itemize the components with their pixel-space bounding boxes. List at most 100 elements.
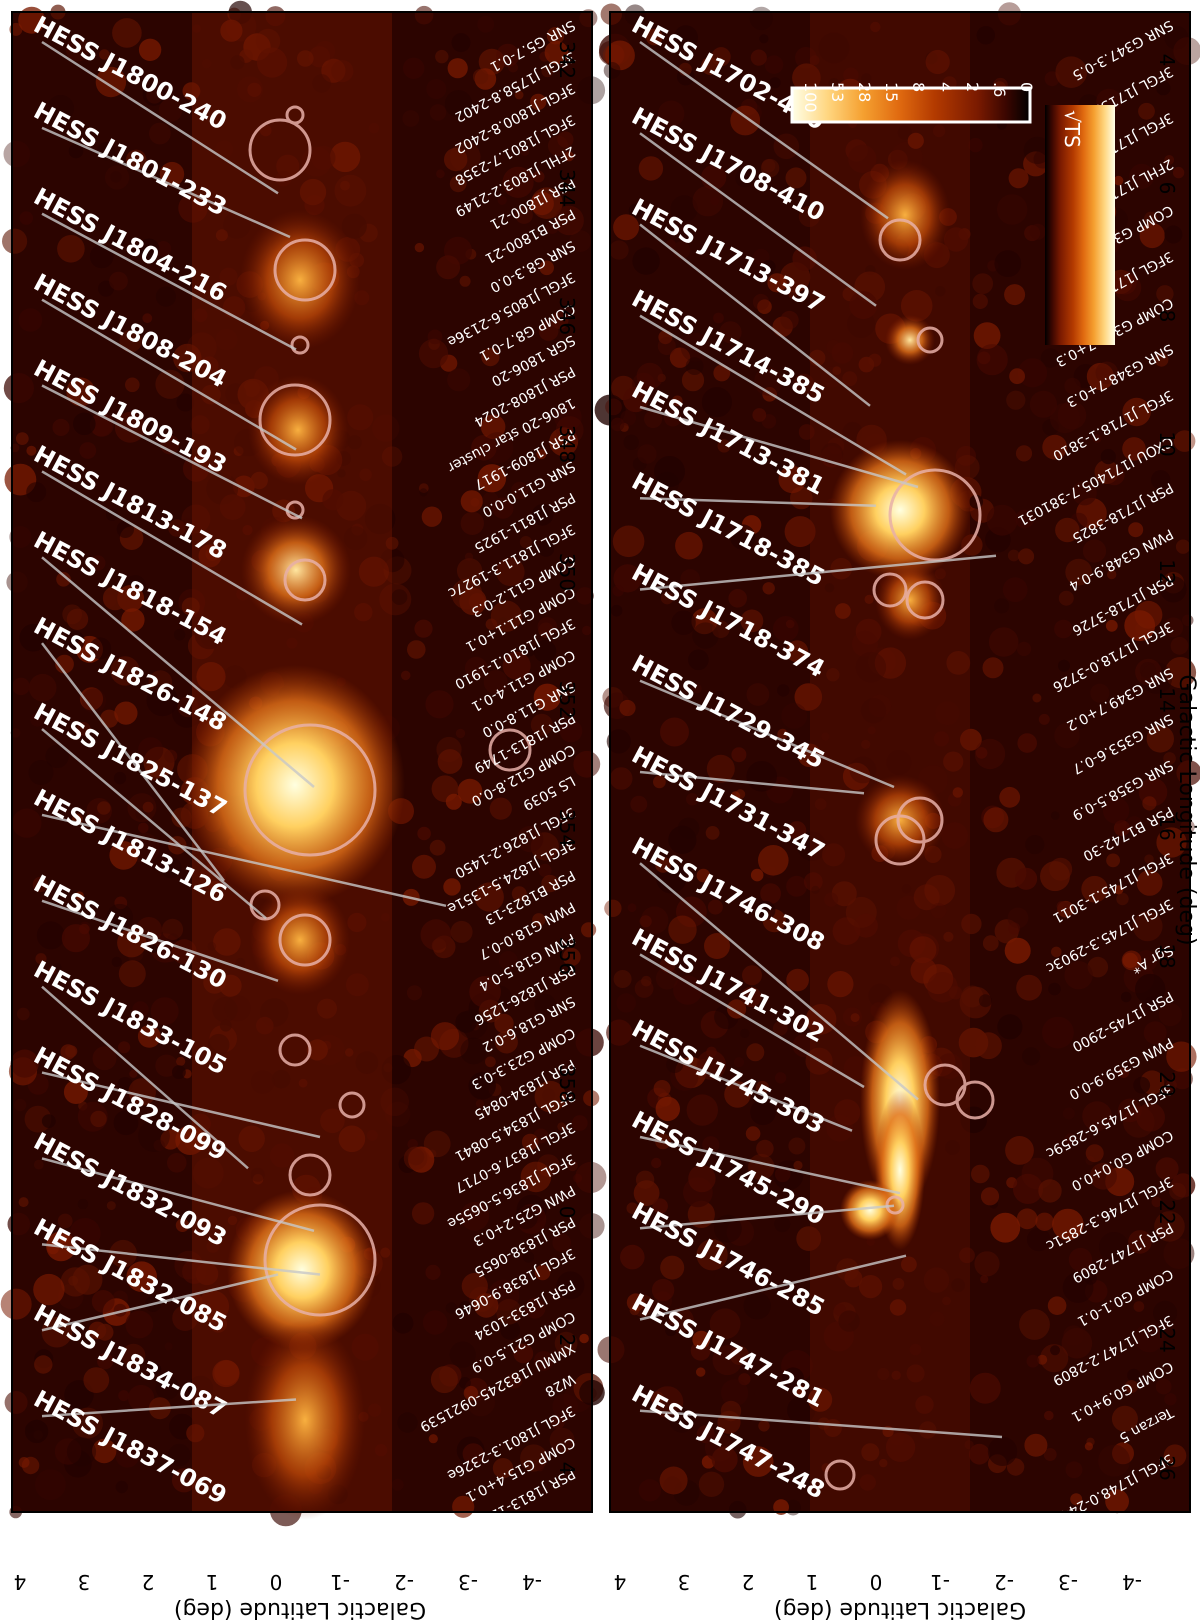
y-tick-top: -4 bbox=[522, 1570, 542, 1594]
noise-blob bbox=[1122, 437, 1146, 461]
noise-blob bbox=[826, 668, 840, 682]
noise-blob bbox=[1158, 1003, 1182, 1027]
noise-blob bbox=[457, 778, 483, 804]
noise-blob bbox=[1140, 662, 1173, 694]
leader-line bbox=[41, 1071, 321, 1139]
noise-blob bbox=[959, 1247, 975, 1264]
noise-blob bbox=[425, 690, 454, 719]
noise-blob bbox=[1102, 797, 1130, 824]
noise-blob bbox=[403, 1146, 428, 1171]
y-tick-bottom: 4 bbox=[614, 1570, 627, 1594]
noise-blob bbox=[1164, 1393, 1177, 1406]
noise-blob bbox=[913, 884, 940, 911]
leader-line bbox=[639, 314, 907, 476]
noise-blob bbox=[115, 1480, 128, 1494]
noise-blob bbox=[774, 1166, 791, 1183]
noise-blob bbox=[1004, 937, 1031, 964]
noise-blob bbox=[1064, 961, 1093, 990]
noise-blob bbox=[516, 1204, 547, 1234]
noise-blob bbox=[774, 1072, 787, 1084]
noise-blob bbox=[34, 1349, 54, 1369]
noise-blob bbox=[988, 627, 1019, 657]
noise-blob bbox=[444, 90, 473, 118]
noise-blob bbox=[728, 1500, 747, 1519]
noise-blob bbox=[889, 1299, 907, 1316]
noise-blob bbox=[73, 412, 96, 436]
noise-blob bbox=[759, 34, 769, 44]
noise-blob bbox=[449, 141, 481, 173]
noise-blob bbox=[536, 449, 547, 460]
noise-blob bbox=[824, 583, 835, 593]
noise-blob bbox=[1058, 659, 1070, 672]
colorbar-tick: .6 bbox=[990, 82, 1009, 97]
noise-blob bbox=[127, 1384, 155, 1412]
noise-blob bbox=[787, 821, 807, 840]
noise-blob bbox=[952, 787, 963, 798]
noise-blob bbox=[18, 6, 46, 34]
noise-blob bbox=[721, 1379, 749, 1407]
noise-blob bbox=[61, 924, 90, 953]
noise-blob bbox=[798, 424, 815, 440]
noise-blob bbox=[33, 1159, 44, 1170]
noise-blob bbox=[1022, 1047, 1041, 1066]
noise-blob bbox=[28, 760, 54, 785]
leader-line bbox=[41, 470, 303, 626]
noise-blob bbox=[1151, 470, 1171, 490]
noise-blob bbox=[750, 868, 764, 882]
noise-blob bbox=[1173, 37, 1200, 66]
noise-blob bbox=[168, 519, 186, 537]
noise-blob bbox=[520, 147, 530, 157]
colorbar-tick: 0 bbox=[1017, 82, 1036, 92]
noise-blob bbox=[686, 1094, 718, 1126]
noise-blob bbox=[1143, 1021, 1167, 1045]
noise-blob bbox=[900, 1256, 917, 1273]
noise-blob bbox=[45, 744, 69, 769]
noise-blob bbox=[842, 371, 858, 387]
noise-blob bbox=[746, 1043, 765, 1062]
noise-blob bbox=[562, 948, 581, 966]
noise-blob bbox=[968, 1443, 990, 1465]
noise-blob bbox=[946, 651, 971, 675]
noise-blob bbox=[982, 935, 999, 952]
x-tick-top: 24 bbox=[1155, 1327, 1179, 1352]
noise-blob bbox=[1043, 1448, 1057, 1461]
noise-blob bbox=[72, 1264, 103, 1295]
noise-blob bbox=[731, 747, 747, 763]
noise-blob bbox=[861, 73, 872, 84]
noise-blob bbox=[1051, 946, 1062, 958]
noise-blob bbox=[531, 504, 554, 526]
noise-blob bbox=[1135, 950, 1158, 972]
noise-blob bbox=[994, 598, 1010, 614]
noise-blob bbox=[554, 205, 584, 236]
noise-blob bbox=[55, 654, 74, 674]
y-tick-top: -2 bbox=[394, 1570, 414, 1594]
noise-blob bbox=[18, 308, 43, 332]
noise-blob bbox=[612, 585, 624, 597]
noise-blob bbox=[900, 290, 933, 322]
axes: 4681012141618202224263423443463483503523… bbox=[14, 41, 1179, 1594]
noise-blob bbox=[10, 1049, 39, 1078]
noise-blob bbox=[520, 1161, 552, 1193]
noise-blob bbox=[1106, 569, 1117, 580]
leader-line bbox=[41, 384, 303, 520]
noise-blob bbox=[522, 1251, 535, 1263]
x-tick-top: 16 bbox=[1155, 815, 1179, 840]
noise-blob bbox=[172, 1065, 186, 1079]
noise-blob bbox=[6, 571, 28, 593]
noise-blob bbox=[1008, 922, 1021, 935]
noise-blob bbox=[609, 767, 633, 790]
leader-line bbox=[639, 1135, 901, 1195]
noise-blob bbox=[861, 739, 871, 750]
sky-texture-bottom bbox=[594, 2, 1200, 1519]
noise-blob bbox=[391, 1478, 404, 1491]
noise-blob bbox=[69, 1218, 101, 1249]
x-axis-label: Galactic Longitude (deg) bbox=[1174, 674, 1199, 945]
noise-blob bbox=[780, 310, 799, 330]
noise-blob bbox=[935, 701, 960, 726]
noise-blob bbox=[524, 645, 535, 657]
noise-blob bbox=[113, 1110, 139, 1136]
noise-blob bbox=[1132, 911, 1163, 942]
noise-blob bbox=[658, 100, 685, 127]
noise-blob bbox=[460, 490, 483, 513]
noise-blob bbox=[1029, 390, 1057, 418]
